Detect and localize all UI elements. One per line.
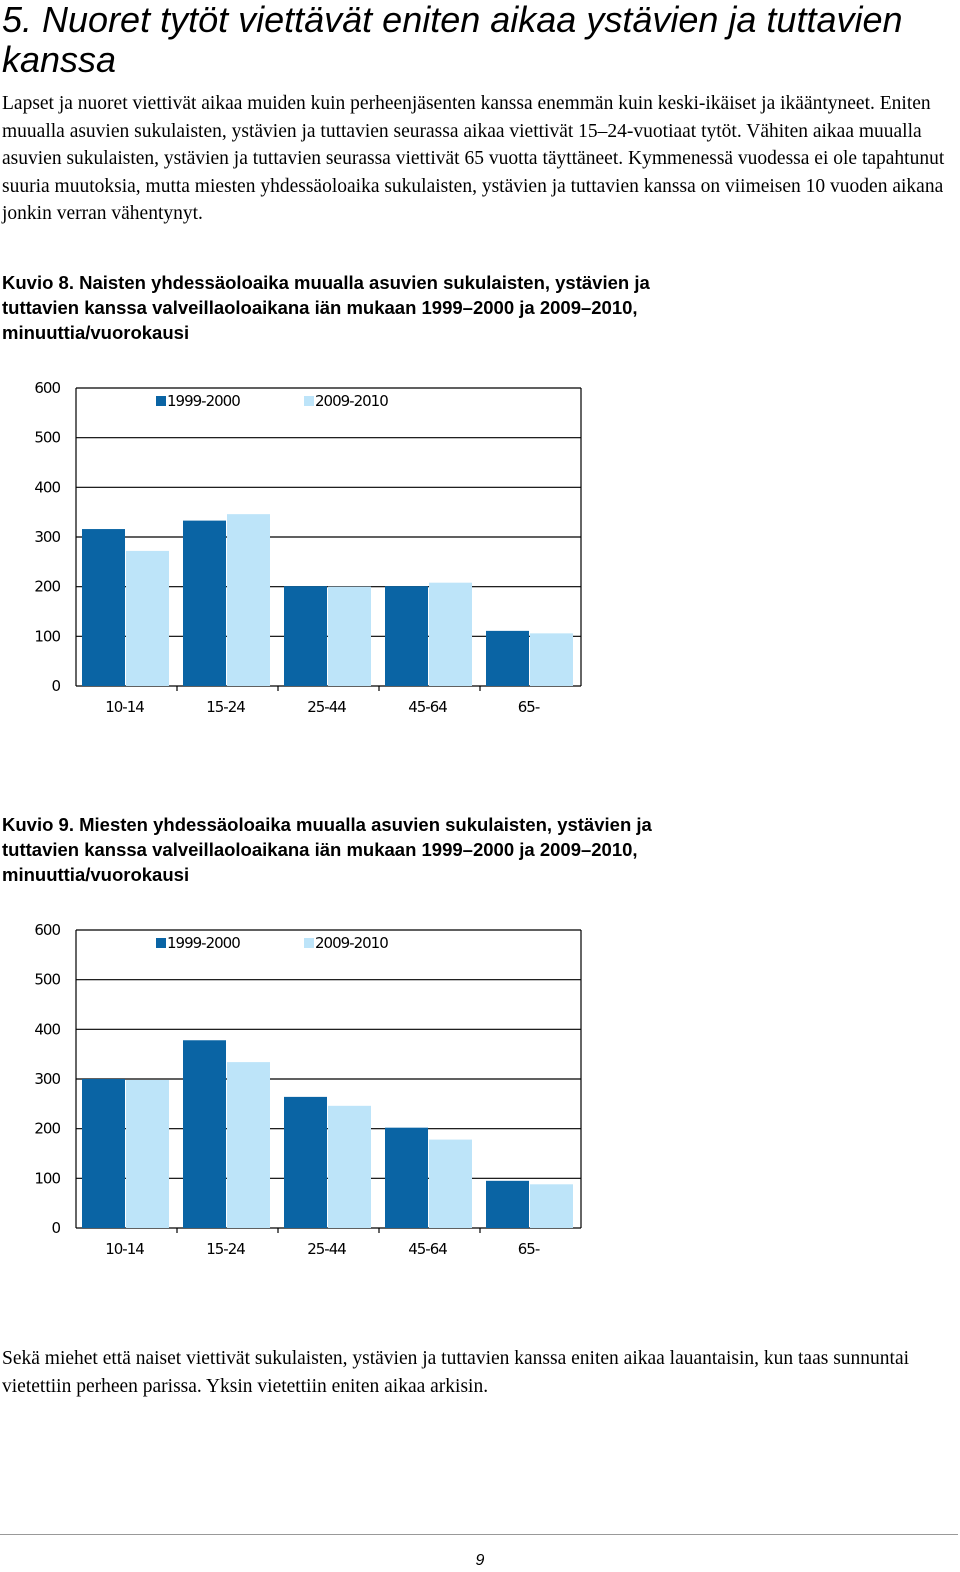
x-tick-label: 15-24 — [206, 1240, 245, 1258]
y-tick-label: 500 — [34, 429, 60, 447]
bar-65--1999-2000 — [486, 1180, 529, 1228]
y-tick-label: 600 — [34, 921, 60, 939]
y-tick-label: 200 — [34, 578, 60, 596]
y-tick-label: 100 — [34, 627, 60, 645]
y-tick-label: 300 — [34, 528, 60, 546]
legend-label-2009-2010: 2009-2010 — [315, 934, 388, 952]
bar-65--1999-2000 — [486, 630, 529, 686]
bar-25-44-1999-2000 — [284, 1096, 327, 1228]
bar-25-44-2009-2010 — [328, 586, 371, 686]
y-tick-label: 0 — [51, 1219, 60, 1237]
legend-label-1999-2000: 1999-2000 — [167, 392, 240, 410]
bar-15-24-2009-2010 — [227, 514, 270, 686]
bar-10-14-2009-2010 — [126, 550, 169, 686]
y-tick-label: 500 — [34, 971, 60, 989]
bar-15-24-1999-2000 — [183, 1040, 226, 1228]
y-tick-label: 400 — [34, 478, 60, 496]
x-tick-label: 45-64 — [408, 1240, 447, 1258]
legend-swatch-1999-2000 — [156, 396, 166, 406]
bar-45-64-1999-2000 — [385, 586, 428, 686]
chart-2-caption: Kuvio 9. Miesten yhdessäoloaika muualla … — [2, 814, 652, 885]
legend-label-2009-2010: 2009-2010 — [315, 392, 388, 410]
y-tick-label: 100 — [34, 1169, 60, 1187]
x-tick-label: 25-44 — [307, 698, 346, 716]
bar-25-44-2009-2010 — [328, 1105, 371, 1228]
x-tick-label: 10-14 — [105, 1240, 144, 1258]
x-tick-label: 10-14 — [105, 698, 144, 716]
chart-2: 0 100 200 300 400 500 600 10-14 15-24 25-44 45-64 6… — [0, 912, 600, 1262]
bar-10-14-2009-2010 — [126, 1079, 169, 1228]
page-title: 5. Nuoret tytöt viettävät eniten aikaa y… — [2, 0, 903, 80]
bar-10-14-1999-2000 — [82, 1079, 125, 1228]
y-tick-label: 300 — [34, 1070, 60, 1088]
x-tick-label: 65- — [518, 1240, 540, 1258]
bar-15-24-2009-2010 — [227, 1062, 270, 1228]
footer-rule — [0, 1534, 958, 1535]
legend-swatch-2009-2010 — [304, 396, 314, 406]
x-tick-label: 45-64 — [408, 698, 447, 716]
bar-25-44-1999-2000 — [284, 586, 327, 686]
bar-65--2009-2010 — [530, 633, 573, 686]
bar-15-24-1999-2000 — [183, 520, 226, 686]
x-tick-label: 15-24 — [206, 698, 245, 716]
chart-1-svg: 0 100 200 300 400 500 600 10-14 15-24 25-44 45-64 6… — [34, 379, 582, 716]
bar-65--2009-2010 — [530, 1184, 573, 1228]
bar-45-64-2009-2010 — [429, 1139, 472, 1228]
closing-paragraph: Sekä miehet että naiset viettivät sukula… — [2, 1348, 910, 1397]
legend-label-1999-2000: 1999-2000 — [167, 934, 240, 952]
chart-1: 0 100 200 300 400 500 600 10-14 15-24 25-44 45-64 6… — [0, 370, 600, 720]
page-number: 9 — [475, 1552, 485, 1569]
legend-swatch-2009-2010 — [304, 938, 314, 948]
chart-2-svg: 0 100 200 300 400 500 600 10-14 15-24 25-44 45-64 6… — [34, 921, 582, 1258]
bar-45-64-1999-2000 — [385, 1127, 428, 1228]
chart-1-caption: Kuvio 8. Naisten yhdessäoloaika muualla … — [2, 272, 650, 343]
y-tick-label: 0 — [51, 677, 60, 695]
intro-paragraph: Lapset ja nuoret viettivät aikaa muiden … — [2, 93, 945, 224]
y-tick-label: 400 — [34, 1020, 60, 1038]
bar-10-14-1999-2000 — [82, 529, 125, 686]
x-tick-label: 25-44 — [307, 1240, 346, 1258]
y-tick-label: 200 — [34, 1120, 60, 1138]
x-tick-label: 65- — [518, 698, 540, 716]
bar-45-64-2009-2010 — [429, 582, 472, 686]
y-tick-label: 600 — [34, 379, 60, 397]
legend-swatch-1999-2000 — [156, 938, 166, 948]
